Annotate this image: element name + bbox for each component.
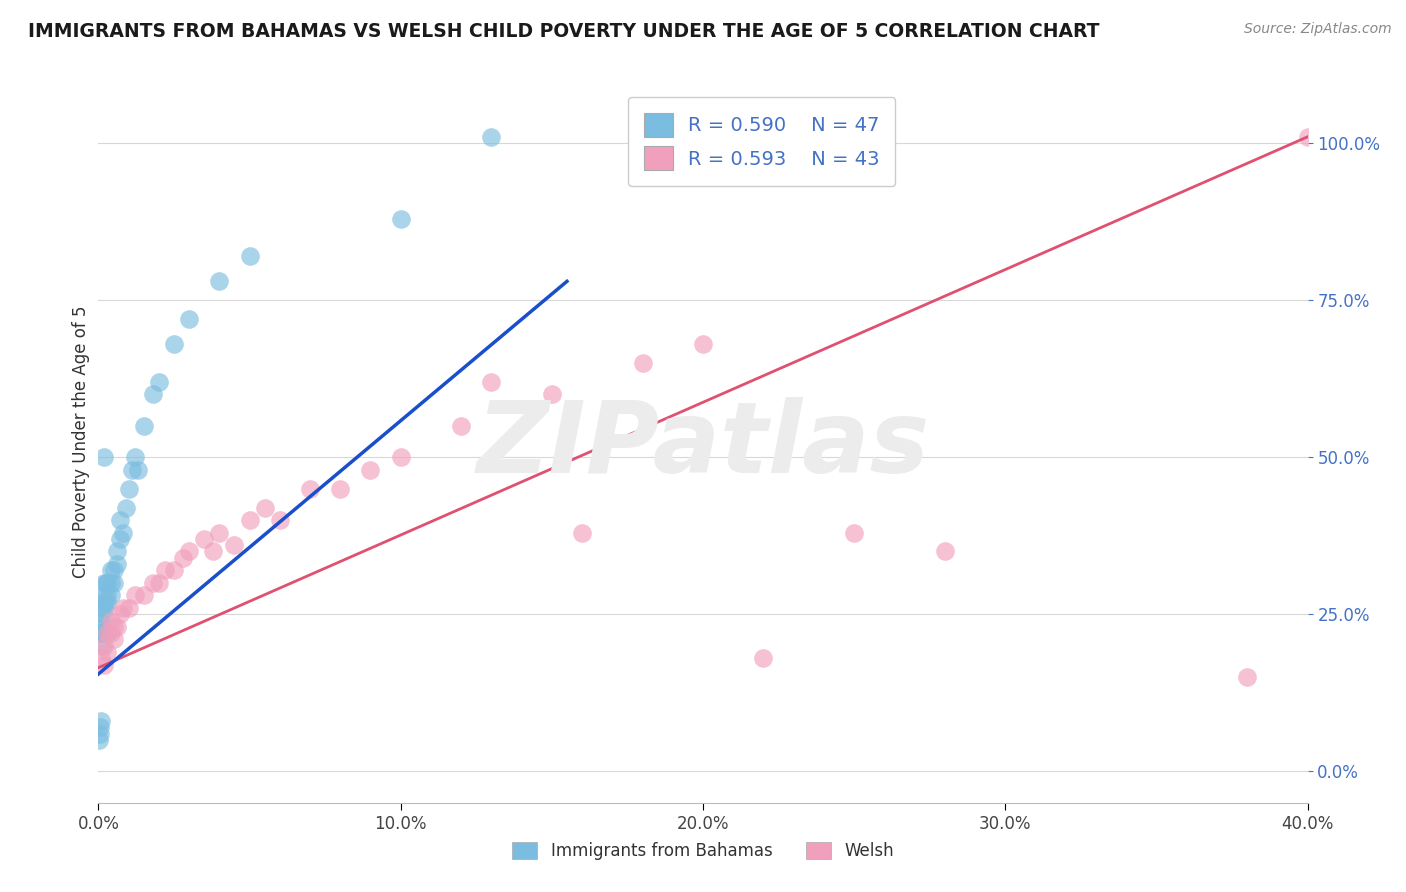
Point bbox=[105, 544, 128, 558]
Point bbox=[90, 714, 112, 728]
Point bbox=[96, 626, 118, 640]
Point bbox=[118, 482, 141, 496]
Point bbox=[100, 614, 122, 628]
Point bbox=[111, 601, 134, 615]
Point bbox=[121, 463, 143, 477]
Point bbox=[114, 500, 136, 515]
Point bbox=[148, 375, 170, 389]
Point bbox=[934, 544, 956, 558]
Point bbox=[91, 607, 114, 622]
Point bbox=[108, 532, 131, 546]
Point bbox=[100, 626, 122, 640]
Point bbox=[481, 375, 503, 389]
Point bbox=[96, 645, 118, 659]
Legend: Immigrants from Bahamas, Welsh: Immigrants from Bahamas, Welsh bbox=[506, 835, 900, 867]
Point bbox=[96, 595, 118, 609]
Point bbox=[94, 595, 117, 609]
Text: ZIPatlas: ZIPatlas bbox=[477, 398, 929, 494]
Point bbox=[100, 575, 122, 590]
Point bbox=[89, 720, 111, 734]
Point bbox=[239, 249, 262, 263]
Point bbox=[540, 387, 562, 401]
Point bbox=[208, 274, 231, 288]
Point bbox=[179, 312, 201, 326]
Point bbox=[108, 513, 131, 527]
Text: Source: ZipAtlas.com: Source: ZipAtlas.com bbox=[1244, 22, 1392, 37]
Point bbox=[481, 129, 503, 144]
Point bbox=[202, 544, 225, 558]
Point bbox=[127, 463, 149, 477]
Point bbox=[124, 450, 146, 465]
Point bbox=[90, 614, 112, 628]
Point bbox=[93, 589, 115, 603]
Point bbox=[100, 589, 122, 603]
Point bbox=[89, 727, 111, 741]
Point bbox=[91, 626, 114, 640]
Point bbox=[118, 601, 141, 615]
Point bbox=[90, 626, 112, 640]
Point bbox=[239, 513, 262, 527]
Point bbox=[172, 550, 194, 565]
Point bbox=[108, 607, 131, 622]
Point bbox=[105, 557, 128, 571]
Point bbox=[89, 733, 111, 747]
Point bbox=[269, 513, 291, 527]
Point bbox=[142, 387, 165, 401]
Point bbox=[631, 356, 654, 370]
Point bbox=[360, 463, 382, 477]
Point bbox=[142, 575, 165, 590]
Point bbox=[103, 563, 125, 577]
Point bbox=[163, 337, 186, 351]
Point bbox=[96, 589, 118, 603]
Point bbox=[1236, 670, 1258, 684]
Point bbox=[132, 589, 155, 603]
Point bbox=[105, 620, 128, 634]
Point bbox=[96, 575, 118, 590]
Text: IMMIGRANTS FROM BAHAMAS VS WELSH CHILD POVERTY UNDER THE AGE OF 5 CORRELATION CH: IMMIGRANTS FROM BAHAMAS VS WELSH CHILD P… bbox=[28, 22, 1099, 41]
Point bbox=[299, 482, 322, 496]
Point bbox=[90, 626, 112, 640]
Point bbox=[844, 525, 866, 540]
Point bbox=[111, 525, 134, 540]
Point bbox=[224, 538, 246, 552]
Point bbox=[94, 575, 117, 590]
Y-axis label: Child Poverty Under the Age of 5: Child Poverty Under the Age of 5 bbox=[72, 305, 90, 578]
Point bbox=[90, 651, 112, 665]
Point bbox=[96, 626, 118, 640]
Point bbox=[329, 482, 352, 496]
Point bbox=[389, 450, 412, 465]
Point bbox=[208, 525, 231, 540]
Point bbox=[91, 639, 114, 653]
Point bbox=[193, 532, 215, 546]
Point bbox=[93, 595, 115, 609]
Point bbox=[103, 632, 125, 647]
Point bbox=[124, 589, 146, 603]
Point bbox=[93, 450, 115, 465]
Point bbox=[153, 563, 176, 577]
Point bbox=[148, 575, 170, 590]
Point bbox=[93, 639, 115, 653]
Point bbox=[389, 211, 412, 226]
Point bbox=[163, 563, 186, 577]
Point bbox=[90, 601, 112, 615]
Point bbox=[253, 500, 276, 515]
Point bbox=[179, 544, 201, 558]
Point bbox=[103, 575, 125, 590]
Point bbox=[93, 601, 115, 615]
Point bbox=[692, 337, 714, 351]
Point bbox=[103, 620, 125, 634]
Point bbox=[93, 657, 115, 672]
Point bbox=[752, 651, 775, 665]
Point bbox=[91, 620, 114, 634]
Point bbox=[450, 418, 472, 433]
Point bbox=[93, 575, 115, 590]
Point bbox=[571, 525, 593, 540]
Point bbox=[100, 563, 122, 577]
Point bbox=[1296, 129, 1319, 144]
Point bbox=[132, 418, 155, 433]
